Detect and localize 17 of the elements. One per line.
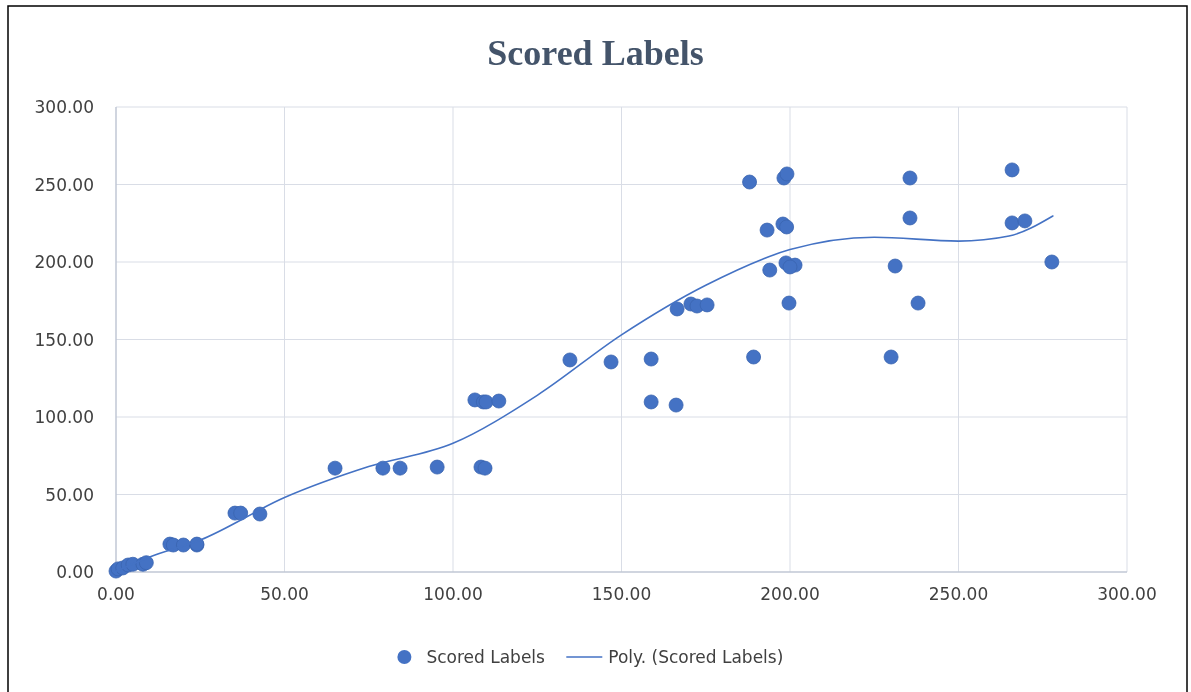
y-tick-label: 100.00 (34, 407, 94, 427)
y-tick-label: 50.00 (45, 484, 94, 505)
x-tick-label: 150.00 (591, 584, 652, 604)
y-tick-label: 300.00 (34, 97, 94, 117)
x-tick-label: 200.00 (760, 584, 820, 604)
x-tick-label: 300.00 (1097, 584, 1157, 604)
x-tick-label: 50.00 (260, 584, 309, 604)
y-tick-label: 150.00 (34, 329, 94, 350)
y-tick-label: 250.00 (34, 174, 94, 195)
legend-label: Poly. (Scored Labels) (608, 647, 784, 667)
x-tick-label: 250.00 (928, 584, 989, 604)
y-tick-label: 0.00 (56, 562, 94, 582)
chart-title: Scored Labels (487, 33, 704, 73)
legend-label: Scored Labels (426, 647, 546, 667)
y-tick-label: 200.00 (34, 252, 94, 272)
x-tick-label: 100.00 (423, 584, 483, 604)
x-tick-label: 0.00 (97, 584, 135, 604)
